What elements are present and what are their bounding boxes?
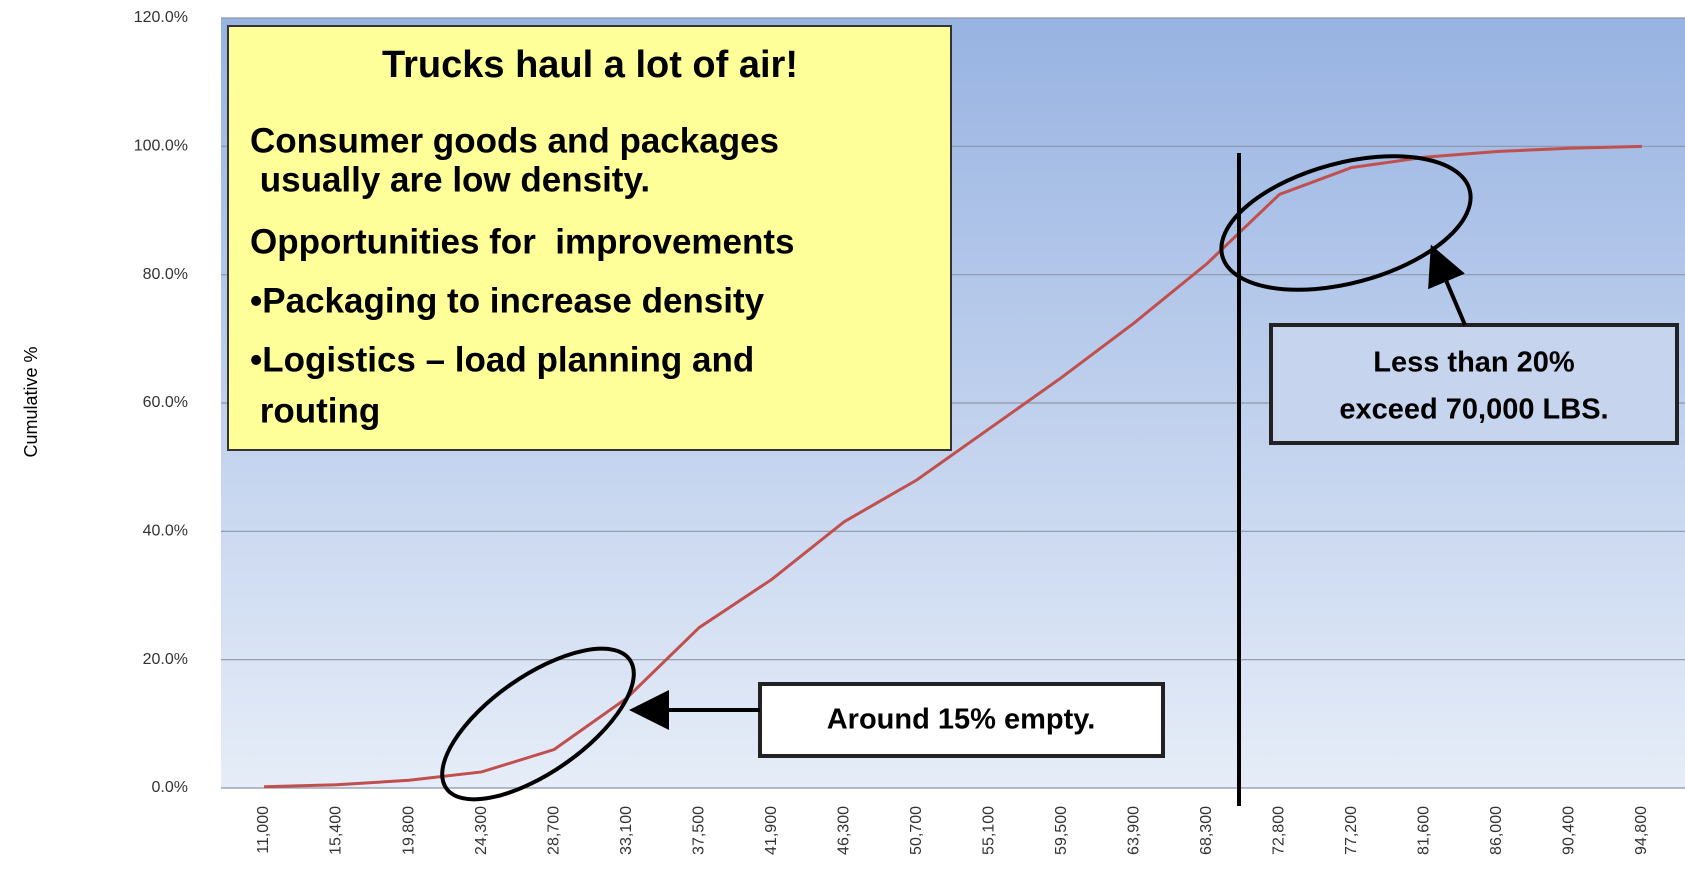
info-line: Opportunities for improvements [250,222,795,261]
x-tick-label: 46,300 [835,806,852,855]
x-tick-label: 15,400 [328,806,345,855]
highlight-ellipse [1219,154,1473,292]
x-tick-label: 77,200 [1343,806,1360,855]
x-tick-label: 50,700 [908,806,925,855]
callout-text: Around 15% empty. [827,704,1096,736]
callout-box [758,682,1165,758]
y-tick-label: 60.0% [143,394,188,411]
x-tick-label: 63,900 [1126,806,1143,855]
y-tick-label: 120.0% [134,9,188,26]
x-tick-label: 55,100 [980,806,997,855]
callout-box [1269,323,1679,445]
x-tick-label: 90,400 [1561,806,1578,855]
info-line: routing [250,391,380,430]
x-tick-label: 33,100 [618,806,635,855]
callout-text: Less than 20% [1373,347,1575,379]
y-axis-label: Cumulative % [21,346,41,457]
info-line: usually are low density. [250,160,650,199]
x-tick-label: 11,000 [255,806,272,854]
info-box [227,25,952,451]
y-tick-label: 80.0% [143,266,188,283]
x-tick-label: 86,000 [1488,806,1505,855]
x-tick-label: 28,700 [545,806,562,855]
info-line: Consumer goods and packages [250,121,779,160]
y-tick-label: 0.0% [152,779,188,796]
x-tick-label: 59,500 [1053,806,1070,855]
x-tick-label: 24,300 [473,806,490,855]
callout-arrow [1428,244,1467,326]
x-tick-label: 81,600 [1416,806,1433,855]
x-tick-label: 41,900 [763,806,780,855]
x-tick-label: 68,300 [1198,806,1215,855]
highlight-ellipse [440,646,636,802]
y-tick-label: 20.0% [143,651,188,668]
callout-text: exceed 70,000 LBS. [1339,394,1608,426]
y-tick-label: 40.0% [143,523,188,540]
x-tick-label: 72,800 [1271,806,1288,855]
info-line: •Packaging to increase density [250,281,765,320]
info-line: •Logistics – load planning and [250,340,754,379]
x-tick-label: 19,800 [400,806,417,855]
y-tick-label: 100.0% [134,138,188,155]
x-tick-label: 94,800 [1633,806,1650,855]
info-title: Trucks haul a lot of air! [382,44,798,86]
x-tick-label: 37,500 [690,806,707,855]
